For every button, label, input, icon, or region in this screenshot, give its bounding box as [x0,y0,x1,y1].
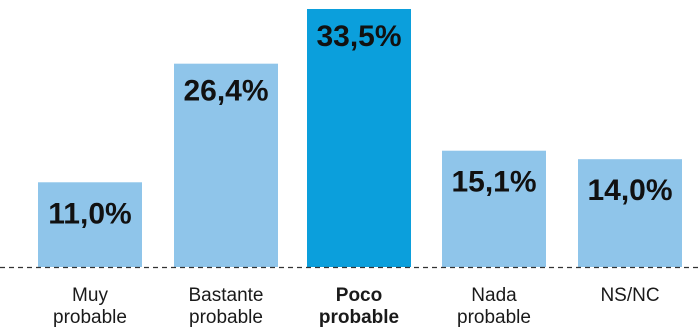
category-label-4-line-2: probable [457,307,531,328]
bar-2 [174,63,278,267]
bar-4 [442,150,546,267]
category-label-4-line-1: Nada [471,285,517,306]
bar-3 [307,9,411,267]
category-label-3-line-1: Poco [336,285,382,306]
bar-5 [578,159,682,267]
category-label-2-line-1: Bastante [189,285,264,306]
bar-1 [38,182,142,267]
value-label-5: 14,0% [587,174,672,207]
value-label-2: 26,4% [183,75,268,108]
category-label-1-line-2: probable [53,307,127,328]
value-label-4: 15,1% [451,166,536,199]
value-label-3: 33,5% [316,20,401,53]
category-label-3-line-2: probable [319,307,399,328]
category-label-1-line-1: Muy [72,285,108,306]
value-label-1: 11,0% [48,197,131,230]
category-label-2-line-2: probable [189,307,263,328]
category-label-5-line-1: NS/NC [600,285,659,306]
